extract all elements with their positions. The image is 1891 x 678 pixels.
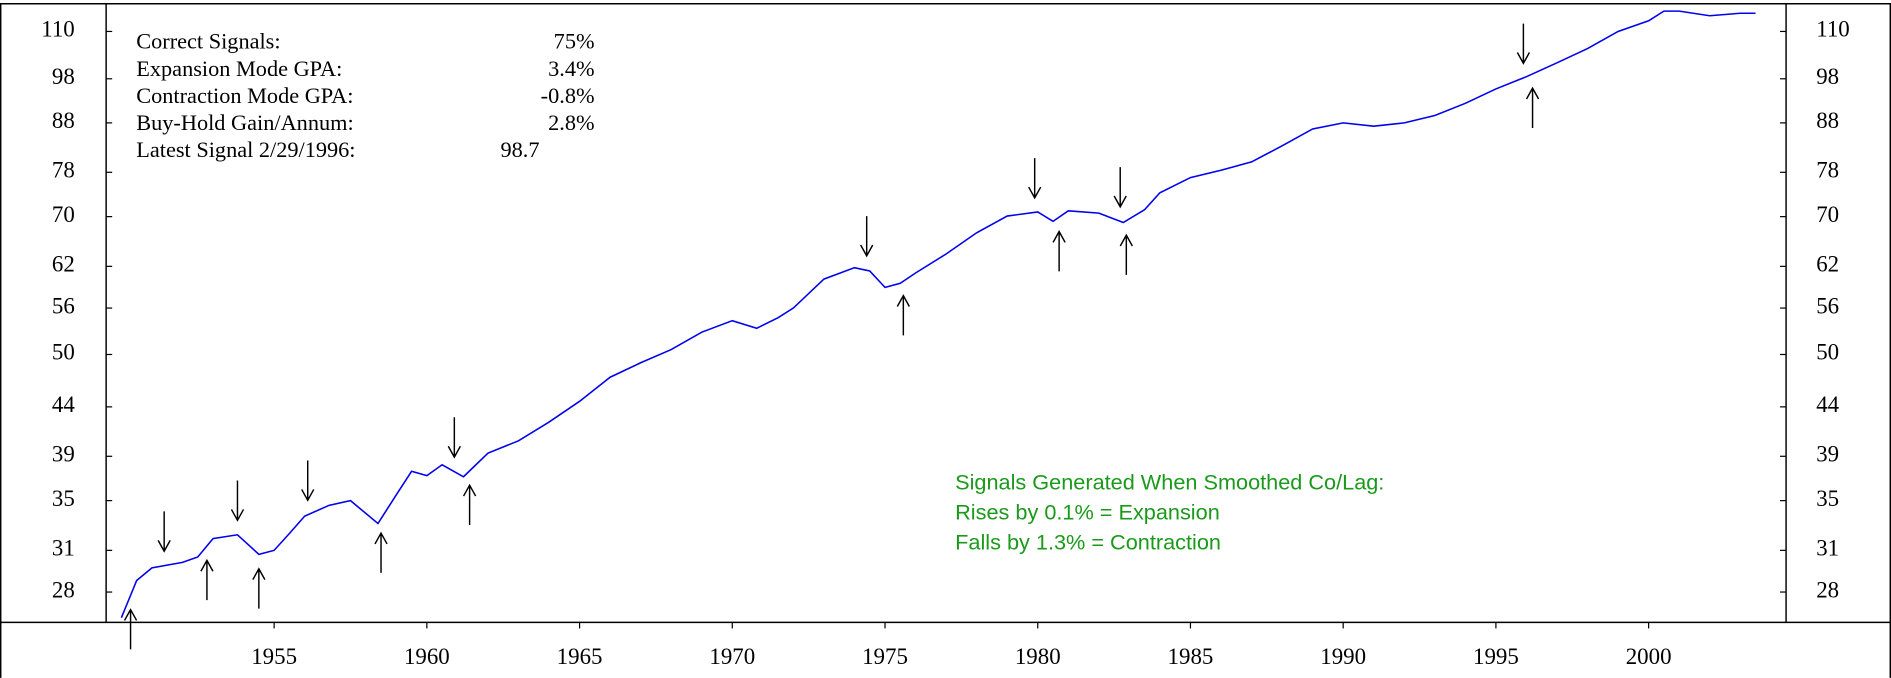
- x-tick-label: 1975: [862, 644, 908, 669]
- expansion-arrow: [1525, 86, 1540, 128]
- x-tick-label: 1985: [1168, 644, 1214, 669]
- y2-tick-label: 35: [1816, 486, 1839, 511]
- expansion-arrow: [1052, 230, 1066, 272]
- y2-tick-label: 44: [1816, 392, 1839, 417]
- y-tick-label: 70: [52, 202, 75, 227]
- x-tick-label: 1965: [557, 644, 603, 669]
- y2-tick-label: 88: [1816, 108, 1839, 133]
- y2-tick-label: 39: [1816, 442, 1839, 467]
- expansion-arrow: [123, 608, 138, 650]
- data-line: [120, 10, 1756, 619]
- x-tick-label: 1970: [709, 644, 755, 669]
- x-tick-label: 1960: [404, 644, 450, 669]
- expansion-arrow: [462, 483, 477, 526]
- contraction-arrow: [1516, 23, 1531, 65]
- stat-label: Contraction Mode GPA:: [136, 83, 353, 108]
- annotation: Rises by 0.1% = Expansion: [955, 500, 1220, 525]
- expansion-arrow: [200, 558, 214, 601]
- annotation: Falls by 1.3% = Contraction: [955, 530, 1221, 555]
- y2-tick-label: 78: [1816, 158, 1839, 183]
- y2-tick-label: 62: [1816, 252, 1839, 277]
- x-tick-label: 1980: [1015, 644, 1061, 669]
- y-tick-label: 110: [41, 17, 75, 42]
- x-tick-label: 1990: [1320, 644, 1366, 669]
- stat-label: Correct Signals:: [136, 29, 280, 54]
- contraction-arrow: [1113, 167, 1127, 209]
- stat-label: Buy-Hold Gain/Annum:: [136, 110, 353, 135]
- contraction-arrow: [447, 417, 461, 459]
- y-tick-label: 50: [52, 340, 75, 365]
- stat-value: 75%: [554, 29, 595, 54]
- y2-tick-label: 31: [1816, 536, 1839, 561]
- x-tick-label: 2000: [1626, 644, 1672, 669]
- y2-tick-label: 70: [1816, 202, 1839, 227]
- stat-label: Expansion Mode GPA:: [136, 56, 342, 81]
- y2-tick-label: 28: [1816, 577, 1839, 602]
- stat-value: 2.8%: [548, 110, 594, 135]
- x-tick-label: 1995: [1473, 644, 1519, 669]
- y-tick-label: 56: [52, 293, 75, 318]
- y-tick-label: 35: [52, 486, 75, 511]
- y2-tick-label: 98: [1816, 64, 1839, 89]
- y2-tick-label: 56: [1816, 293, 1839, 318]
- expansion-arrow: [1119, 233, 1133, 275]
- y-tick-label: 98: [52, 64, 75, 89]
- expansion-arrow: [896, 294, 911, 336]
- contraction-arrow: [230, 480, 245, 522]
- contraction-arrow: [157, 511, 171, 553]
- stat-value: 98.7: [500, 137, 539, 162]
- y-tick-label: 78: [52, 158, 75, 183]
- y-tick-label: 28: [52, 577, 75, 602]
- expansion-arrow: [252, 567, 266, 609]
- expansion-arrow: [374, 531, 388, 573]
- y-tick-label: 39: [52, 442, 75, 467]
- stat-value: -0.8%: [541, 83, 595, 108]
- y-tick-label: 31: [52, 536, 75, 561]
- contraction-arrow: [1028, 158, 1042, 200]
- stat-value: 3.4%: [548, 56, 594, 81]
- contraction-arrow: [301, 460, 315, 502]
- y2-tick-label: 110: [1816, 17, 1850, 42]
- y-tick-label: 44: [52, 392, 75, 417]
- x-tick-label: 1955: [251, 644, 297, 669]
- y2-tick-label: 50: [1816, 340, 1839, 365]
- contraction-arrow: [860, 216, 874, 258]
- annotation: Signals Generated When Smoothed Co/Lag:: [955, 469, 1384, 494]
- y-tick-label: 88: [52, 108, 75, 133]
- y-tick-label: 62: [52, 252, 75, 277]
- stat-label: Latest Signal 2/29/1996:: [136, 137, 355, 162]
